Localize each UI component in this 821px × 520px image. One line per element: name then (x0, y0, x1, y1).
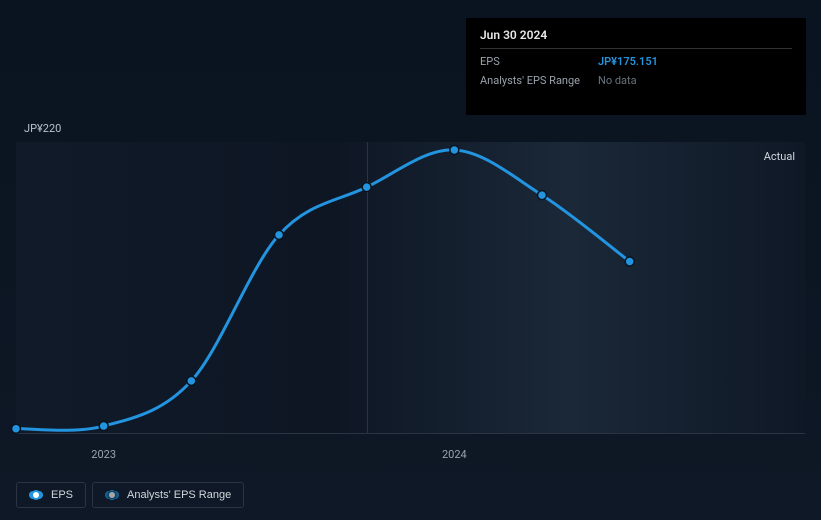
legend: EPS Analysts' EPS Range (16, 482, 244, 508)
tooltip-row-eps: EPS JP¥175.151 (480, 49, 792, 68)
legend-swatch-range (105, 491, 119, 499)
tooltip-value-range: No data (598, 74, 637, 87)
legend-item-range[interactable]: Analysts' EPS Range (92, 482, 244, 508)
data-point[interactable] (12, 424, 21, 433)
line-chart-svg (16, 142, 805, 434)
data-point[interactable] (275, 230, 284, 239)
tooltip-label-range: Analysts' EPS Range (480, 74, 598, 87)
eps-line (16, 150, 630, 430)
y-axis-label-top: JP¥220 (24, 122, 61, 135)
data-point[interactable] (362, 183, 371, 192)
tooltip-date: Jun 30 2024 (480, 28, 792, 49)
data-point[interactable] (450, 145, 459, 154)
data-point[interactable] (187, 376, 196, 385)
x-tick: 2024 (442, 448, 467, 461)
legend-item-eps[interactable]: EPS (16, 482, 86, 508)
tooltip-row-range: Analysts' EPS Range No data (480, 68, 792, 87)
legend-label-eps: EPS (51, 489, 73, 501)
legend-swatch-eps (29, 491, 43, 499)
x-axis: 2023 2024 (16, 448, 805, 468)
x-tick: 2023 (91, 448, 116, 461)
data-point[interactable] (538, 191, 547, 200)
tooltip-label-eps: EPS (480, 55, 598, 68)
legend-label-range: Analysts' EPS Range (127, 489, 231, 501)
chart-tooltip: Jun 30 2024 EPS JP¥175.151 Analysts' EPS… (466, 18, 806, 115)
tooltip-value-eps: JP¥175.151 (598, 55, 658, 68)
plot-area[interactable]: Actual (16, 142, 805, 434)
data-point[interactable] (625, 257, 634, 266)
chart-container: { "tooltip": { "date": "Jun 30 2024", "r… (0, 0, 821, 520)
data-point[interactable] (99, 422, 108, 431)
